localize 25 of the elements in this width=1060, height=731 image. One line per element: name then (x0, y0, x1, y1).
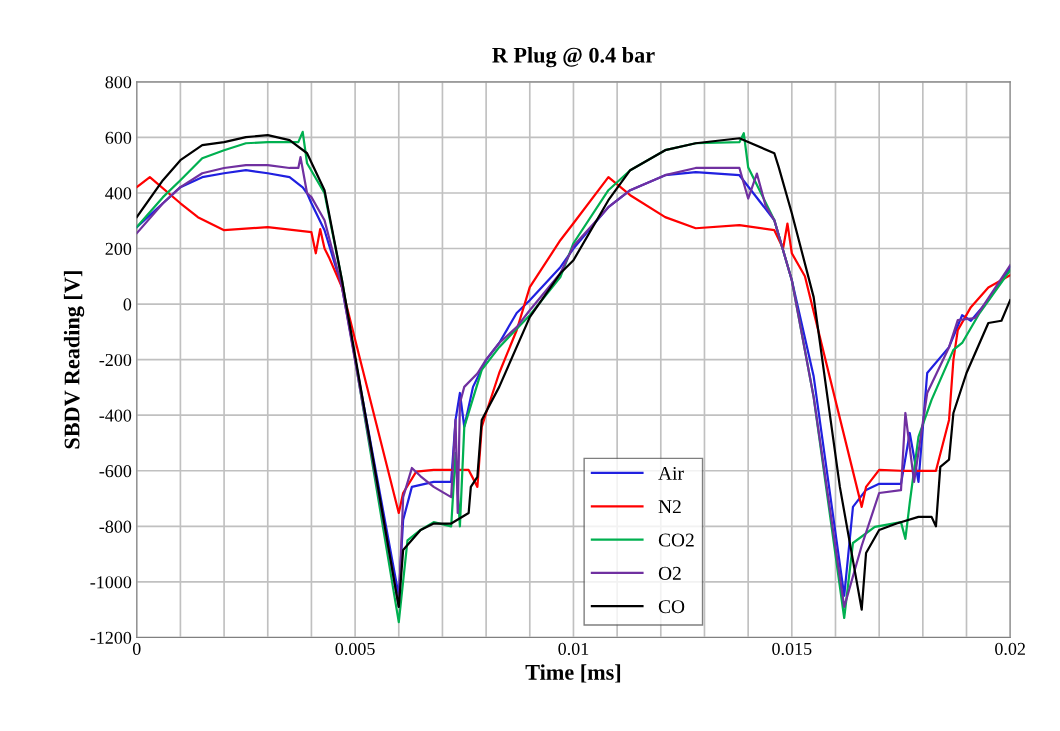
x-tick-label: 0.02 (995, 642, 1025, 656)
y-tick-label: 600 (105, 131, 132, 144)
line-series (136, 176, 1011, 515)
legend-label: Air (658, 466, 684, 480)
legend-label: CO (658, 600, 685, 614)
x-tick-label: 0 (132, 642, 141, 655)
x-axis-title: Time [ms] (525, 664, 621, 683)
y-tick-label: 800 (105, 76, 132, 89)
y-tick-label: -800 (99, 520, 132, 533)
legend-label: CO2 (658, 533, 694, 547)
x-tick-label: 0.005 (335, 642, 375, 656)
y-tick-label: -1000 (90, 576, 132, 589)
y-tick-label: 400 (105, 187, 132, 200)
legend-label: O2 (658, 566, 681, 580)
chart-title: R Plug @ 0.4 bar (492, 47, 655, 68)
x-tick-label: 0.015 (772, 642, 812, 656)
y-axis-title: SBDV Reading [V] (63, 271, 85, 449)
y-tick-label: -400 (99, 409, 132, 422)
y-tick-label: -1200 (90, 631, 132, 644)
x-tick-label: 0.01 (558, 642, 589, 656)
y-tick-label: 200 (105, 242, 132, 255)
legend-label: N2 (658, 500, 681, 514)
y-tick-label: 0 (123, 298, 132, 311)
y-tick-label: -200 (99, 353, 132, 367)
y-tick-label: -600 (99, 465, 132, 478)
